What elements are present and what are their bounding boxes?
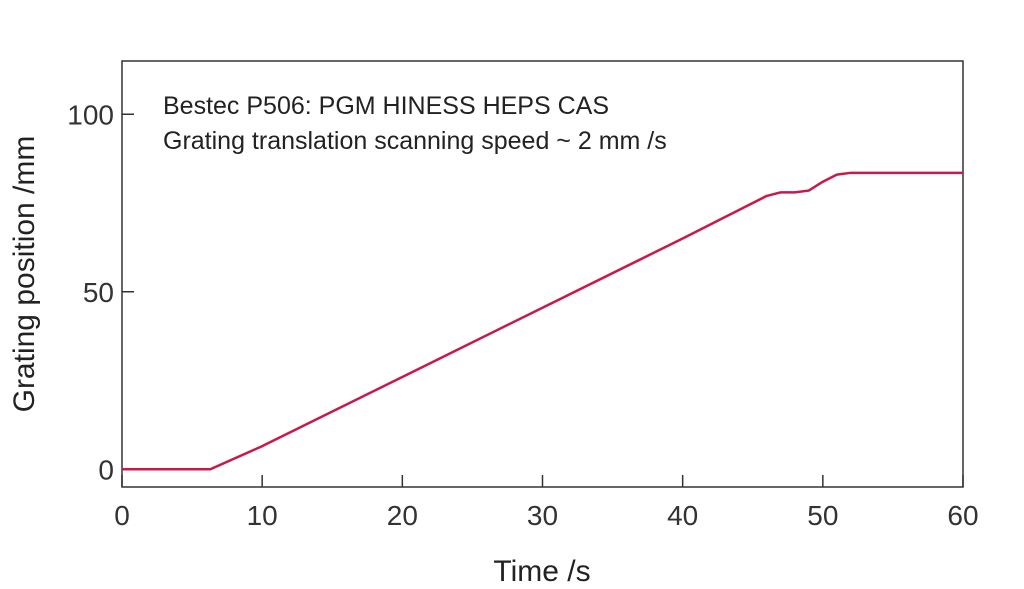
- x-tick-label: 30: [527, 500, 558, 531]
- y-tick-label: 100: [67, 99, 114, 130]
- x-tick-label: 0: [114, 500, 130, 531]
- x-tick-label: 40: [667, 500, 698, 531]
- y-tick-label: 0: [98, 454, 114, 485]
- y-axis-ticks: 0 50 100: [67, 99, 134, 485]
- y-axis-label: Grating position /mm: [8, 136, 41, 413]
- series-line: [122, 171, 963, 471]
- x-tick-label: 10: [247, 500, 278, 531]
- annotation-line-2: Grating translation scanning speed ~ 2 m…: [163, 127, 667, 155]
- x-tick-label: 60: [947, 500, 978, 531]
- x-tick-label: 50: [807, 500, 838, 531]
- x-axis-label: Time /s: [493, 555, 590, 588]
- x-axis-ticks: 0 10 20 30 40 50 60: [114, 475, 979, 531]
- annotation-line-1: Bestec P506: PGM HINESS HEPS CAS: [163, 92, 609, 120]
- plot-frame: [121, 60, 964, 488]
- y-tick-label: 50: [83, 277, 114, 308]
- x-tick-label: 20: [387, 500, 418, 531]
